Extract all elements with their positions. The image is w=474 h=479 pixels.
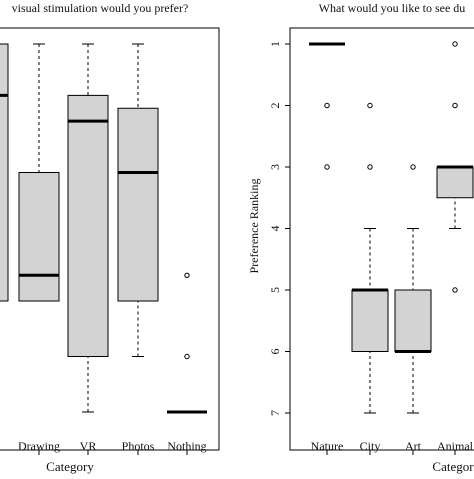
y-tick-label: 4 <box>268 226 282 232</box>
right-panel: What would you like to see du 1 2 3 4 5 6 7 Pr… <box>247 1 474 474</box>
outlier-point <box>324 164 330 170</box>
x-tick-label: Photos <box>122 439 155 453</box>
x-tick-label: Animal <box>437 439 474 453</box>
outlier-point <box>367 164 373 170</box>
left-panel: visual stimulation would you prefer? Dra… <box>0 1 220 474</box>
outlier-point <box>452 41 458 47</box>
x-tick-label: Nothing <box>167 439 206 453</box>
y-tick-label: 6 <box>268 349 282 355</box>
outlier-point <box>452 287 458 293</box>
box <box>351 289 389 352</box>
box <box>117 107 159 302</box>
x-tick-label: City <box>360 439 381 453</box>
left-plot-frame <box>0 27 220 451</box>
y-tick-label: 7 <box>268 410 282 416</box>
left-box-marks <box>0 43 207 414</box>
x-tick-label: VR <box>80 439 97 453</box>
box <box>67 94 109 358</box>
outlier-point <box>410 164 416 170</box>
x-tick-label: Drawing <box>18 439 60 453</box>
right-plot-frame <box>289 27 474 451</box>
left-chart-title: visual stimulation would you prefer? <box>12 1 189 15</box>
x-tick-label: Nature <box>311 439 344 453</box>
y-tick-label: 3 <box>268 164 282 170</box>
box <box>436 166 474 199</box>
right-x-ticks: Nature City Art Animal <box>311 439 474 455</box>
right-y-axis-label: Preference Ranking <box>247 179 261 274</box>
outlier-point <box>324 102 330 109</box>
y-tick-label: 5 <box>268 287 282 293</box>
y-tick-label: 1 <box>268 41 282 47</box>
right-x-axis-label: Categor <box>432 459 474 474</box>
right-box-marks <box>309 41 474 414</box>
y-tick-label: 2 <box>268 103 282 109</box>
outlier-point <box>184 272 190 278</box>
box <box>18 172 60 302</box>
outlier-point <box>367 102 373 109</box>
right-chart-title: What would you like to see du <box>319 1 466 15</box>
box <box>0 43 9 302</box>
box <box>394 289 432 352</box>
right-y-ticks: 1 2 3 4 5 6 7 <box>268 41 290 416</box>
x-tick-label: Art <box>405 439 422 453</box>
outlier-point <box>184 353 190 360</box>
left-x-ticks: Drawing VR Photos Nothing <box>18 439 207 455</box>
outlier-point <box>452 102 458 109</box>
left-x-axis-label: Category <box>46 459 94 474</box>
